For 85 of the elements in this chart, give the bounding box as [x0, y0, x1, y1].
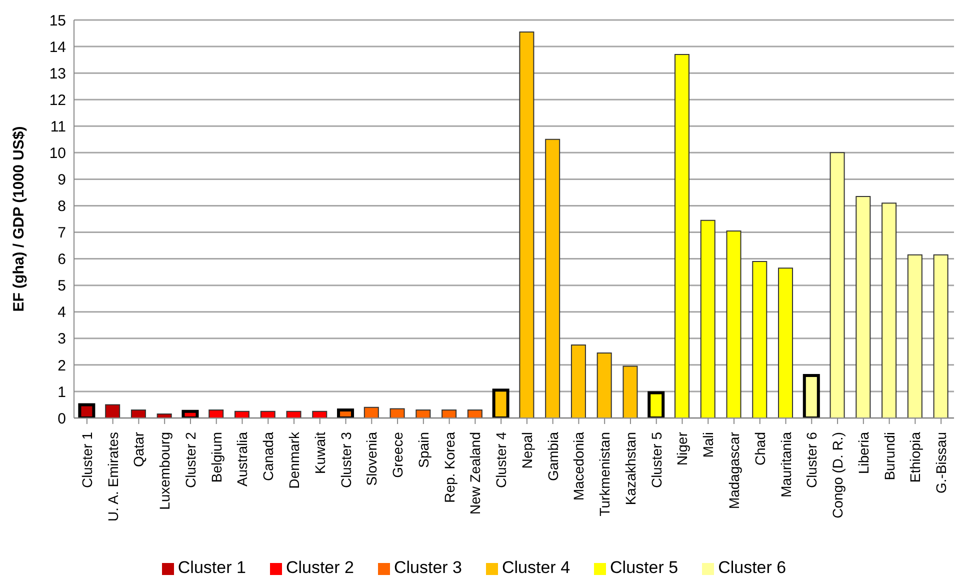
bar [467, 410, 482, 418]
x-tick-label: Cluster 2 [182, 432, 198, 488]
bar [933, 254, 948, 418]
y-tick-label: 5 [58, 278, 66, 295]
bar [234, 410, 250, 418]
x-tick-label: Macedonia [570, 432, 587, 500]
x-tick-label: Kuwait [312, 432, 328, 474]
x-tick-label: New Zealand [467, 432, 484, 514]
y-tick-label: 12 [49, 92, 66, 109]
bar [156, 414, 172, 418]
x-tick-label: Denmark [286, 431, 302, 489]
y-tick-label: 0 [58, 410, 66, 428]
bar [752, 260, 768, 418]
y-tick-label: 1 [58, 384, 66, 401]
x-tick-label: Cluster 5 [648, 432, 664, 488]
bar [907, 254, 922, 418]
bar [882, 202, 897, 418]
bar [622, 366, 638, 418]
x-tick-label: Belgium [208, 432, 224, 483]
bar [570, 344, 586, 418]
x-tick-label: Kazakhstan [622, 432, 638, 506]
x-tick-label: Nepal [518, 432, 535, 469]
bar [312, 410, 328, 418]
bar [208, 410, 224, 418]
x-tick-label: Madagascar [726, 432, 742, 510]
bar [416, 410, 431, 418]
bar [778, 268, 794, 418]
y-tick-label: 10 [49, 144, 66, 162]
bar [726, 230, 742, 418]
x-tick-label: Cluster 4 [493, 432, 510, 488]
bar [674, 54, 690, 418]
x-tick-label: Liberia [855, 432, 872, 474]
bar [286, 410, 302, 418]
x-tick-label: Canada [260, 432, 276, 482]
x-tick-label: Congo (D. R.) [830, 432, 846, 518]
x-tick-label: Burundi [881, 432, 898, 480]
x-tick-label: Slovenia [364, 432, 380, 486]
x-tick-label: Gambia [544, 432, 561, 482]
bar [856, 196, 871, 418]
bar [830, 152, 845, 418]
legend-label: Cluster 5 [610, 558, 678, 577]
bar [442, 410, 457, 418]
x-tick-label: Mauritania [778, 432, 794, 498]
x-tick-label: Turkmenistan [596, 432, 613, 516]
x-tick-label: Greece [390, 432, 406, 478]
x-tick-label: G.-Bissau [933, 432, 950, 494]
y-tick-label: 14 [49, 38, 66, 56]
bar [130, 410, 146, 418]
x-tick-label: Australia [234, 432, 250, 486]
y-tick-label: 8 [58, 198, 66, 216]
bar [390, 408, 405, 418]
y-tick-label: 11 [50, 118, 66, 136]
legend-label: Cluster 1 [178, 558, 246, 577]
legend-label: Cluster 4 [502, 558, 570, 577]
y-tick-label: 2 [58, 357, 66, 374]
bar [596, 352, 612, 418]
x-tick-label: Cluster 3 [338, 432, 354, 488]
x-tick-label: Cluster 1 [78, 432, 95, 488]
legend-label: Cluster 6 [718, 558, 786, 577]
x-tick-label: Cluster 6 [804, 432, 820, 488]
x-tick-label: Mali [700, 432, 716, 458]
legend-label: Cluster 3 [394, 558, 462, 577]
x-tick-label: Niger [674, 432, 690, 466]
bar [260, 410, 276, 418]
x-tick-label: Spain [415, 432, 432, 468]
y-tick-label: 6 [58, 251, 66, 268]
bar [519, 31, 534, 418]
y-tick-label: 13 [49, 65, 66, 82]
x-tick-label: Ethiopia [907, 432, 924, 483]
x-tick-label: Rep. Korea [441, 432, 458, 503]
legend-label: Cluster 2 [286, 558, 354, 577]
y-tick-label: 9 [58, 172, 66, 189]
x-tick-label: Luxembourg [156, 432, 173, 510]
x-tick-label: Qatar [130, 432, 147, 468]
x-tick-label: U. A. Emirates [104, 432, 121, 522]
y-tick-label: 3 [58, 330, 66, 348]
bar [700, 220, 716, 418]
y-tick-label: 4 [58, 304, 66, 322]
y-tick-label: 7 [58, 224, 66, 242]
x-tick-label: Chad [752, 432, 768, 466]
bar [364, 406, 379, 418]
y-axis-title: EF (gha) / GDP (1000 US$) [10, 126, 28, 312]
bar [105, 404, 120, 418]
y-tick-label: 15 [49, 12, 66, 30]
bar [545, 138, 560, 418]
